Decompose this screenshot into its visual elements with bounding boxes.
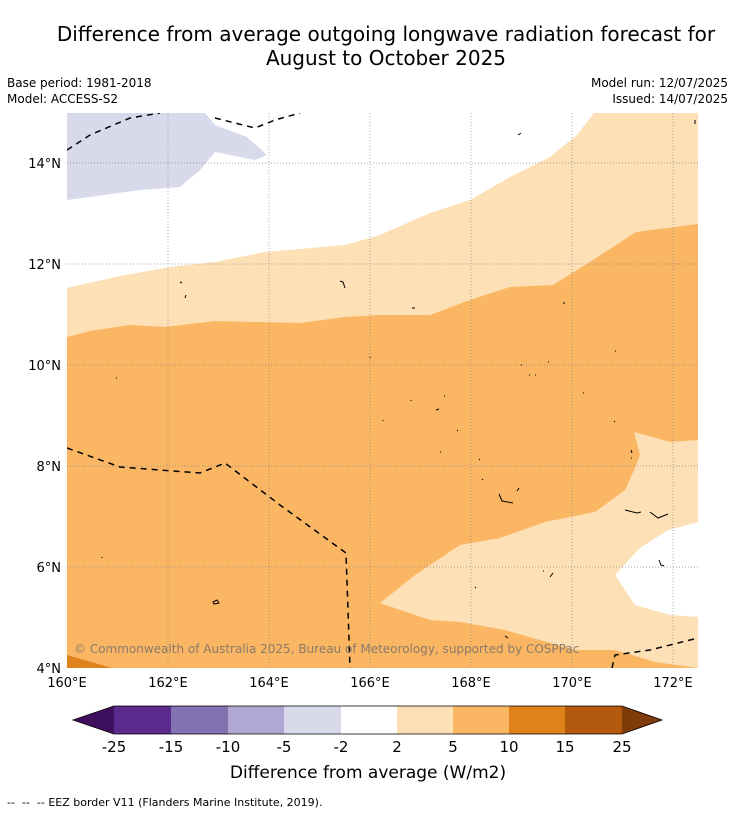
colorbar-extend-high (622, 706, 662, 734)
title-line-2: August to October 2025 (265, 46, 507, 70)
model-name: Model: ACCESS-S2 (7, 92, 119, 106)
colorbar-tick: 2 (392, 738, 402, 756)
map-title: Difference from average outgoing longwav… (0, 22, 736, 70)
lon-label-172: 172°E (653, 676, 693, 691)
lat-label-6: 6°N (37, 561, 62, 576)
colorbar-tick: -5 (277, 738, 292, 756)
lat-label-4: 4°N (37, 662, 62, 677)
colorbar-tick: 25 (612, 738, 631, 756)
colorbar-tick: -2 (334, 738, 349, 756)
lon-label-164: 164°E (249, 676, 289, 691)
anomaly-neutral-south-region (615, 522, 698, 617)
map-area: © Commonwealth of Australia 2025, Bureau… (67, 113, 698, 668)
anomaly-minus5-to-minus2-region (67, 113, 267, 200)
lat-label-8: 8°N (37, 460, 62, 475)
lon-label-160: 160°E (47, 676, 87, 691)
issued-date: Issued: 14/07/2025 (612, 92, 728, 106)
anomaly-2-to-5-south-region (380, 432, 698, 668)
title-line-1: Difference from average outgoing longwav… (56, 22, 716, 46)
lat-label-10: 10°N (28, 359, 61, 374)
lon-labels: 160°E 162°E 164°E 166°E 168°E 170°E 172°… (47, 676, 693, 691)
colorbar-segment (397, 706, 453, 734)
copyright-text: © Commonwealth of Australia 2025, Bureau… (74, 642, 579, 656)
colorbar-label: Difference from average (W/m2) (230, 763, 506, 783)
colorbar-tick: 10 (499, 738, 518, 756)
lon-label-162: 162°E (148, 676, 188, 691)
lon-label-168: 168°E (451, 676, 491, 691)
colorbar-segment (171, 706, 228, 734)
lat-labels: 14°N 12°N 10°N 8°N 6°N 4°N (28, 157, 61, 677)
eez-legend-text: EEZ border V11 (Flanders Marine Institut… (48, 796, 323, 809)
meta-right: Model run: 12/07/2025 Issued: 14/07/2025 (591, 75, 728, 107)
colorbar-outline (71, 705, 664, 735)
islands (101, 120, 696, 639)
model-run: Model run: 12/07/2025 (590, 76, 728, 90)
colorbar-tick: 15 (555, 738, 574, 756)
lon-label-166: 166°E (350, 676, 390, 691)
colorbar-tick: -10 (216, 738, 241, 756)
colorbar-segment (509, 706, 565, 734)
colorbar-segment (114, 706, 171, 734)
base-period: Base period: 1981-2018 (7, 76, 152, 90)
meta-left: Base period: 1981-2018 Model: ACCESS-S2 (7, 75, 152, 107)
lon-label-170: 170°E (552, 676, 592, 691)
lat-label-12: 12°N (28, 258, 61, 273)
colorbar-segment (341, 706, 397, 734)
colorbar-segment (453, 706, 509, 734)
colorbar-ticks: -25 -15 -10 -5 -2 2 5 10 15 25 (102, 738, 632, 756)
colorbar-segment (284, 706, 341, 734)
colorbar-tick: 5 (448, 738, 458, 756)
graticule (67, 113, 698, 668)
eez-borders (67, 113, 698, 668)
colorbar-extend-low (73, 706, 114, 734)
lat-label-14: 14°N (28, 157, 61, 172)
anomaly-10-to-15-region (67, 655, 112, 668)
footnote: -- -- -- EEZ border V11 (Flanders Marine… (7, 796, 322, 810)
colorbar-tick: -15 (159, 738, 184, 756)
colorbar-tick: -25 (102, 738, 127, 756)
colorbar-segment (565, 706, 622, 734)
colorbar: -25 -15 -10 -5 -2 2 5 10 15 25 Differenc… (71, 705, 664, 783)
colorbar-segment (228, 706, 284, 734)
eez-legend-symbol: -- -- -- (7, 796, 45, 809)
